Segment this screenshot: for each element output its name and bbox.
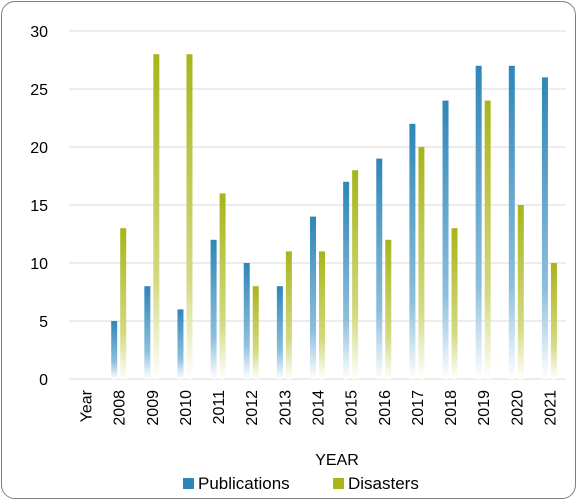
legend-label-disasters: Disasters bbox=[348, 474, 419, 493]
bar-disasters-2016 bbox=[385, 239, 392, 379]
bar-publications-2021 bbox=[541, 77, 548, 380]
bar-disasters-2011 bbox=[219, 193, 226, 379]
bar-disasters-2009 bbox=[153, 54, 160, 379]
x-tick-label: Year bbox=[79, 389, 96, 422]
bar-publications-2013 bbox=[276, 286, 283, 379]
x-axis-ticks: Year 2008 2009 2010 2011 2012 2013 2014 2015 2016… bbox=[79, 389, 560, 425]
bar-disasters-2021 bbox=[550, 263, 557, 379]
bar-disasters-2008 bbox=[120, 228, 127, 379]
legend: Publications Disasters bbox=[183, 474, 419, 493]
bar-publications-2011 bbox=[210, 239, 217, 379]
bar-publications-2014 bbox=[310, 216, 316, 379]
bar-disasters-2018 bbox=[451, 228, 458, 379]
bars bbox=[111, 54, 557, 380]
y-tick-label: 15 bbox=[30, 198, 48, 215]
bar-publications-2009 bbox=[144, 286, 151, 379]
bar-disasters-2010 bbox=[186, 54, 193, 379]
x-tick-label: 2013 bbox=[277, 390, 294, 426]
y-tick-label: 25 bbox=[30, 82, 48, 99]
bar-publications-2020 bbox=[508, 65, 515, 380]
x-tick-label: 2011 bbox=[211, 390, 228, 425]
bar-publications-2015 bbox=[343, 181, 350, 379]
x-tick-label: 2015 bbox=[344, 390, 361, 426]
y-tick-label: 10 bbox=[30, 256, 48, 273]
gridlines bbox=[69, 30, 566, 380]
y-tick-label: 5 bbox=[39, 314, 48, 331]
bar-disasters-2014 bbox=[319, 251, 325, 379]
bar-disasters-2015 bbox=[352, 170, 359, 379]
x-tick-label: 2010 bbox=[178, 390, 195, 426]
x-tick-label: 2019 bbox=[476, 390, 493, 426]
bar-disasters-2020 bbox=[517, 205, 524, 379]
bar-publications-2016 bbox=[376, 158, 383, 379]
legend-swatch-disasters bbox=[333, 478, 344, 489]
bar-disasters-2019 bbox=[484, 100, 491, 379]
x-tick-label: 2012 bbox=[244, 390, 261, 426]
bar-disasters-2012 bbox=[252, 286, 259, 379]
bar-publications-2018 bbox=[442, 100, 449, 379]
y-tick-label: 20 bbox=[30, 140, 48, 157]
bar-publications-2010 bbox=[177, 309, 184, 379]
x-tick-label: 2020 bbox=[509, 390, 526, 426]
y-tick-label: 30 bbox=[30, 24, 48, 41]
x-tick-label: 2016 bbox=[377, 390, 394, 426]
x-axis-title: YEAR bbox=[315, 452, 359, 469]
legend-label-publications: Publications bbox=[198, 474, 290, 493]
legend-swatch-publications bbox=[183, 478, 194, 489]
bar-publications-2008 bbox=[111, 321, 118, 379]
bar-disasters-2017 bbox=[418, 147, 425, 379]
bar-publications-2017 bbox=[409, 123, 416, 379]
y-tick-label: 0 bbox=[39, 372, 48, 389]
x-tick-label: 2017 bbox=[410, 390, 427, 426]
bar-publications-2012 bbox=[243, 263, 250, 379]
x-tick-label: 2008 bbox=[112, 390, 129, 426]
bar-publications-2019 bbox=[475, 65, 482, 380]
x-tick-label: 2014 bbox=[311, 390, 328, 426]
x-tick-label: 2009 bbox=[145, 390, 162, 426]
y-axis-ticks: 0 5 10 15 20 25 30 bbox=[30, 24, 48, 389]
x-tick-label: 2018 bbox=[443, 390, 460, 426]
bar-disasters-2013 bbox=[285, 251, 292, 379]
x-tick-label: 2021 bbox=[542, 390, 559, 426]
